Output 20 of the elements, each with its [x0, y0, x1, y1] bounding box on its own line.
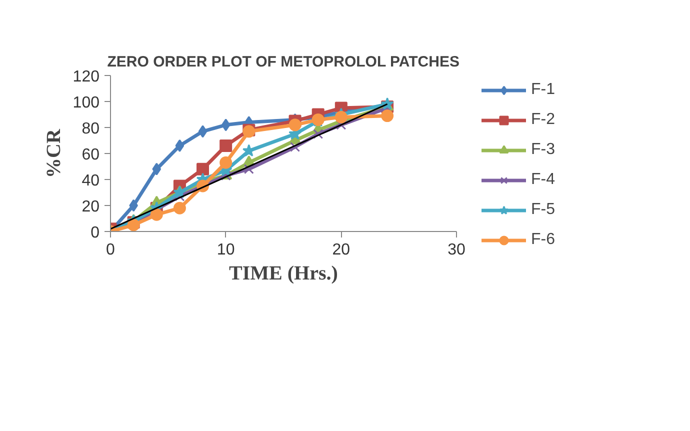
x-axis-title: TIME (Hrs.) [229, 262, 338, 284]
y-tick-label: 20 [82, 198, 100, 216]
y-tick-label: 100 [72, 94, 100, 112]
legend-label: F-6 [531, 231, 555, 249]
y-tick-label: 60 [82, 146, 100, 164]
y-tick-label: 40 [82, 172, 100, 190]
legend-label: F-5 [531, 201, 555, 219]
legend-label: F-2 [531, 111, 555, 129]
x-tick-label: 30 [448, 242, 466, 258]
y-tick-label: 0 [90, 224, 100, 242]
x-tick-label: 10 [216, 242, 235, 258]
legend-label: F-1 [531, 81, 555, 99]
y-axis-title: %CR [42, 128, 65, 178]
chart-title: ZERO ORDER PLOT OF METOPROLOL PATCHES [107, 54, 460, 70]
legend-label: F-3 [531, 141, 555, 159]
x-tick-label: 20 [332, 242, 350, 258]
y-tick-label: 80 [82, 120, 100, 138]
x-tick-label: 0 [106, 242, 116, 258]
y-tick-label: 120 [72, 68, 100, 86]
legend-label: F-4 [531, 171, 555, 189]
